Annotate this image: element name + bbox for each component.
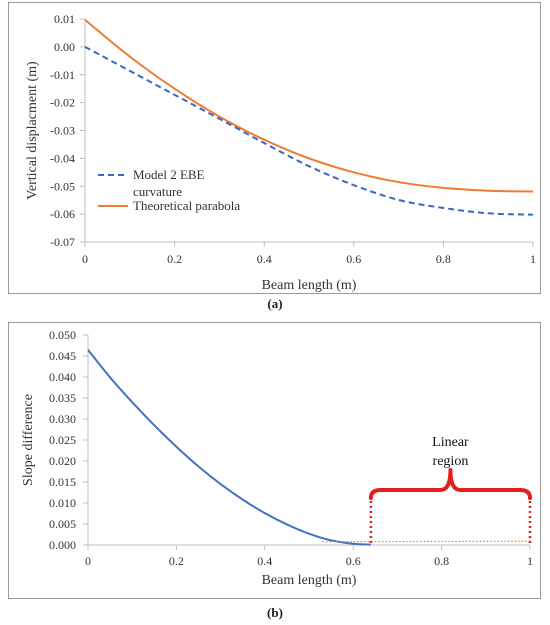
curly-brace bbox=[368, 468, 532, 500]
y-tick-label: 0.040 bbox=[49, 370, 76, 384]
y-tick-label: 0.045 bbox=[49, 349, 76, 363]
y-tick-label: 0.015 bbox=[49, 475, 76, 489]
y-axis-label: Vertical displacment (m) bbox=[25, 61, 40, 200]
y-tick-label: 0.030 bbox=[49, 412, 76, 426]
annotation-label-line1: Linear bbox=[432, 435, 469, 450]
y-tick-label: -0.02 bbox=[50, 96, 75, 110]
y-tick-label: 0.000 bbox=[49, 538, 76, 552]
y-tick-label: 0.010 bbox=[49, 496, 76, 510]
y-tick-label: 0.00 bbox=[54, 40, 75, 54]
y-axis-label: Slope difference bbox=[21, 394, 36, 486]
y-tick-label: -0.06 bbox=[50, 207, 75, 221]
y-tick-label: 0.005 bbox=[49, 517, 76, 531]
x-tick-label: 1 bbox=[527, 554, 533, 568]
slope-difference-chart: 0.050 0.045 0.040 0.035 0.030 0.025 0.020 0.015… bbox=[21, 328, 533, 588]
chart-frame-b bbox=[8, 322, 541, 599]
x-tick-label: 1 bbox=[530, 252, 536, 266]
x-tick-label: 0.2 bbox=[169, 554, 184, 568]
legend-label-theoretical-parabola: Theoretical parabola bbox=[133, 198, 240, 213]
series-line-theoretical-parabola bbox=[84, 19, 534, 193]
legend-label-model-2: Model 2 EBE bbox=[133, 167, 205, 182]
x-tick-label: 0.6 bbox=[346, 554, 361, 568]
x-tick-label: 0 bbox=[85, 554, 91, 568]
y-tick-label: -0.05 bbox=[50, 179, 75, 193]
x-tick-label: 0.8 bbox=[434, 554, 449, 568]
legend-label-model-2-cont: curvature bbox=[133, 184, 182, 199]
x-axis-label: Beam length (m) bbox=[262, 573, 357, 588]
series-line-slope-difference bbox=[87, 349, 371, 546]
series-line-model-2 bbox=[84, 45, 534, 216]
x-tick-label: 0 bbox=[82, 252, 88, 266]
y-tick-label: -0.01 bbox=[50, 68, 75, 82]
y-tick-label: 0.020 bbox=[49, 454, 76, 468]
panel-a: 0.01 0.00 -0.01 -0.02 -0.03 -0.04 -0.05 -0.06 -0… bbox=[8, 2, 541, 311]
panel-b: 0.050 0.045 0.040 0.035 0.030 0.025 0.020 0.015… bbox=[0, 318, 550, 625]
y-tick-label: -0.04 bbox=[50, 151, 75, 165]
y-tick-label: 0.025 bbox=[49, 433, 76, 447]
x-axis-label: Beam length (m) bbox=[262, 278, 357, 293]
x-tick-label: 0.2 bbox=[167, 252, 182, 266]
y-tick-label: 0.035 bbox=[49, 391, 76, 405]
y-tick-label: -0.03 bbox=[50, 124, 75, 138]
x-tick-label: 0.4 bbox=[257, 554, 272, 568]
caption-a: (a) bbox=[267, 296, 283, 311]
y-tick-label: -0.07 bbox=[50, 235, 75, 249]
x-tick-label: 0.8 bbox=[436, 252, 451, 266]
y-tick-label: 0.01 bbox=[54, 12, 75, 26]
x-tick-label: 0.6 bbox=[346, 252, 361, 266]
y-tick-label: 0.050 bbox=[49, 328, 76, 342]
caption-b: (b) bbox=[267, 605, 283, 620]
x-tick-label: 0.4 bbox=[257, 252, 272, 266]
annotation-label-line2: region bbox=[433, 454, 469, 469]
vertical-displacement-chart: 0.01 0.00 -0.01 -0.02 -0.03 -0.04 -0.05 -0.06 -0… bbox=[25, 12, 536, 293]
